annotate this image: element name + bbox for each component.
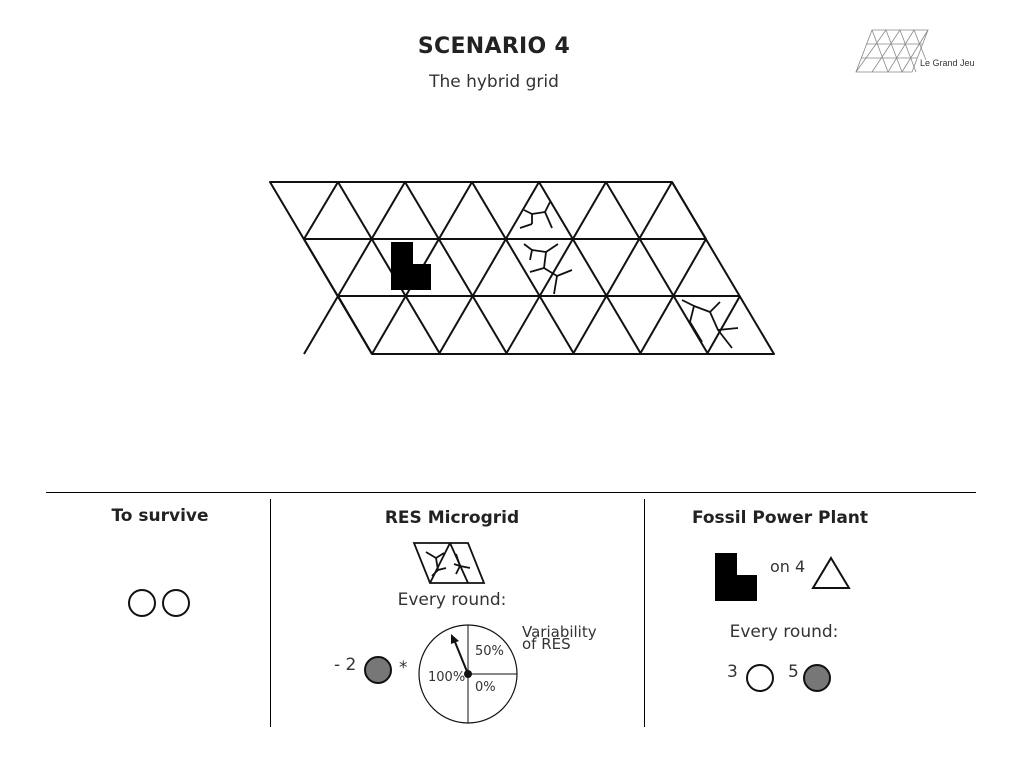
fossil-white-count: 3 bbox=[727, 662, 738, 682]
fossil-title: Fossil Power Plant bbox=[691, 508, 869, 528]
logo: Le Grand Jeu bbox=[854, 28, 984, 76]
game-board bbox=[262, 172, 782, 366]
triangle-icon bbox=[810, 555, 852, 595]
res-every-round: Every round: bbox=[397, 590, 507, 610]
res-grey-token bbox=[364, 656, 392, 684]
scenario-title: SCENARIO 4 bbox=[417, 34, 571, 59]
res-multiplier: * bbox=[399, 658, 408, 678]
scenario-subtitle: The hybrid grid bbox=[429, 72, 559, 92]
survive-token-1 bbox=[128, 589, 156, 617]
fossil-on-text: on 4 bbox=[770, 557, 806, 576]
res-cost: - 2 bbox=[334, 655, 357, 675]
variability-line2: of RES bbox=[522, 635, 571, 653]
column-divider-right bbox=[644, 499, 645, 727]
triangle-grid bbox=[269, 181, 775, 355]
variability-line1: Variability bbox=[522, 623, 597, 641]
logo-grid-icon bbox=[855, 29, 929, 73]
fossil-grey-token bbox=[803, 664, 831, 692]
dial-label-0: 0% bbox=[475, 680, 496, 695]
dial-label-50: 50% bbox=[475, 644, 504, 659]
fossil-every-round: Every round: bbox=[729, 622, 839, 642]
survive-token-2 bbox=[162, 589, 190, 617]
section-divider bbox=[46, 492, 976, 493]
microgrid-icon bbox=[412, 540, 488, 590]
fossil-plant-icon bbox=[391, 242, 431, 290]
column-divider-left bbox=[270, 499, 271, 727]
variability-label: Variability of RES bbox=[522, 623, 597, 653]
logo-text: Le Grand Jeu bbox=[920, 58, 975, 68]
fossil-white-token bbox=[746, 664, 774, 692]
fossil-plant-legend-icon bbox=[715, 553, 757, 605]
survive-title: To survive bbox=[111, 506, 209, 526]
dial-label-100: 100% bbox=[428, 670, 466, 685]
dial-arrow-icon bbox=[451, 634, 459, 644]
fossil-grey-count: 5 bbox=[788, 662, 799, 682]
variability-dial: 50% 100% 0% bbox=[415, 624, 521, 730]
res-title: RES Microgrid bbox=[384, 508, 520, 528]
